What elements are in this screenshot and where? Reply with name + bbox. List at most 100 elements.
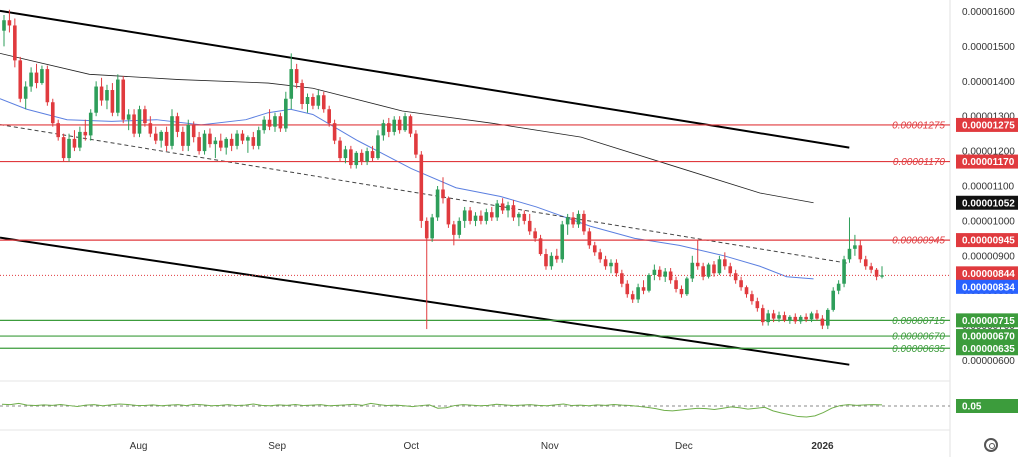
y-tick-label: 0.00001000	[962, 216, 1015, 227]
candle-body	[392, 119, 397, 132]
candle-body	[105, 90, 109, 101]
candle-body	[349, 149, 353, 166]
candle-body	[511, 205, 516, 218]
candle-body	[197, 137, 201, 152]
level-price-pill-text: 0.00000635	[962, 344, 1015, 355]
candle-body	[625, 283, 630, 295]
candle-body	[744, 287, 749, 295]
candle-body	[869, 266, 873, 270]
candle-body	[267, 119, 272, 127]
candle-body	[143, 109, 147, 124]
candle-body	[116, 79, 120, 113]
candle-body	[78, 131, 82, 148]
candle-body	[23, 86, 28, 99]
candle-body	[668, 271, 673, 281]
candle-body	[50, 102, 55, 124]
candle-body	[793, 316, 798, 322]
channel-line-lower	[0, 236, 850, 366]
level-price-pill	[956, 341, 1018, 356]
candle-body	[647, 274, 651, 291]
oscillator-value-pill	[956, 399, 1018, 413]
candle-body	[430, 217, 434, 239]
candle-body	[620, 273, 624, 284]
candle-body	[376, 135, 380, 159]
level-label: 0.00001275	[892, 120, 945, 131]
oscillator-line	[1, 402, 883, 418]
candle-body	[40, 69, 44, 84]
candle-body	[777, 315, 781, 319]
candle-body	[809, 313, 814, 320]
candle-body	[359, 152, 364, 162]
candle-body	[294, 69, 299, 84]
candle-body	[284, 98, 288, 129]
y-tick-label: 0.00001600	[962, 7, 1015, 18]
candle-body	[61, 137, 66, 159]
candle-body	[657, 269, 662, 277]
candle-body	[609, 262, 613, 267]
candle-body	[500, 203, 505, 211]
level-price-pill-text: 0.00001275	[962, 120, 1015, 131]
candle-body	[853, 245, 857, 249]
candle-body	[723, 259, 727, 267]
candle-body	[181, 131, 185, 146]
price-tag-text: 0.00000844	[962, 269, 1015, 280]
candle-body	[462, 210, 467, 221]
candle-body	[641, 287, 646, 291]
candle-body	[7, 20, 12, 26]
oscillator-value-text: 0.05	[962, 402, 982, 413]
settings-gear-icon[interactable]	[984, 438, 998, 452]
y-tick-label: 0.00001200	[962, 147, 1015, 158]
candle-body	[755, 301, 760, 309]
candle-body	[489, 212, 494, 218]
candle-body	[2, 20, 6, 31]
candle-body	[576, 213, 581, 225]
candle-body	[13, 25, 17, 61]
x-tick-label: Oct	[403, 441, 419, 452]
candle-body	[148, 123, 153, 134]
ma-slow-line	[0, 52, 814, 204]
price-tag	[956, 266, 1018, 281]
level-label: 0.00000945	[892, 236, 945, 247]
candle-body	[273, 116, 277, 127]
candle-body	[424, 220, 429, 239]
x-tick-label: Nov	[541, 441, 559, 452]
candle-body	[685, 278, 689, 295]
candle-body	[121, 79, 126, 120]
candle-body	[527, 220, 532, 232]
candle-body	[565, 217, 570, 225]
candle-body	[679, 288, 684, 295]
candle-body	[338, 140, 342, 159]
level-price-pill-text: 0.00000715	[962, 316, 1015, 327]
candle-body	[831, 290, 836, 310]
candle-body	[674, 280, 678, 289]
candle-body	[186, 124, 191, 146]
candle-body	[836, 283, 841, 291]
x-tick-label: Aug	[130, 441, 148, 452]
candle-body	[533, 231, 537, 239]
candle-body	[435, 189, 440, 218]
price-tag	[956, 279, 1018, 294]
candle-body	[251, 137, 256, 146]
candle-body	[56, 123, 60, 138]
candle-body	[701, 266, 705, 277]
candle-body	[517, 213, 521, 218]
candle-body	[343, 149, 348, 159]
candle-body	[381, 123, 386, 136]
candle-body	[235, 133, 239, 146]
candle-body	[305, 97, 310, 104]
candle-body	[522, 213, 527, 221]
candle-body	[538, 238, 543, 255]
candle-body	[874, 269, 879, 277]
candle-body	[403, 116, 407, 131]
y-tick-label: 0.00000600	[962, 356, 1015, 367]
candle-body	[99, 86, 104, 101]
level-price-pill-text: 0.00000670	[962, 332, 1015, 343]
y-tick-label: 0.00001500	[962, 42, 1015, 53]
candle-body	[636, 287, 640, 300]
candle-body	[332, 123, 337, 141]
candle-body	[820, 318, 825, 326]
candle-body	[218, 140, 223, 148]
candle-body	[34, 72, 39, 84]
candle-body	[571, 217, 575, 225]
